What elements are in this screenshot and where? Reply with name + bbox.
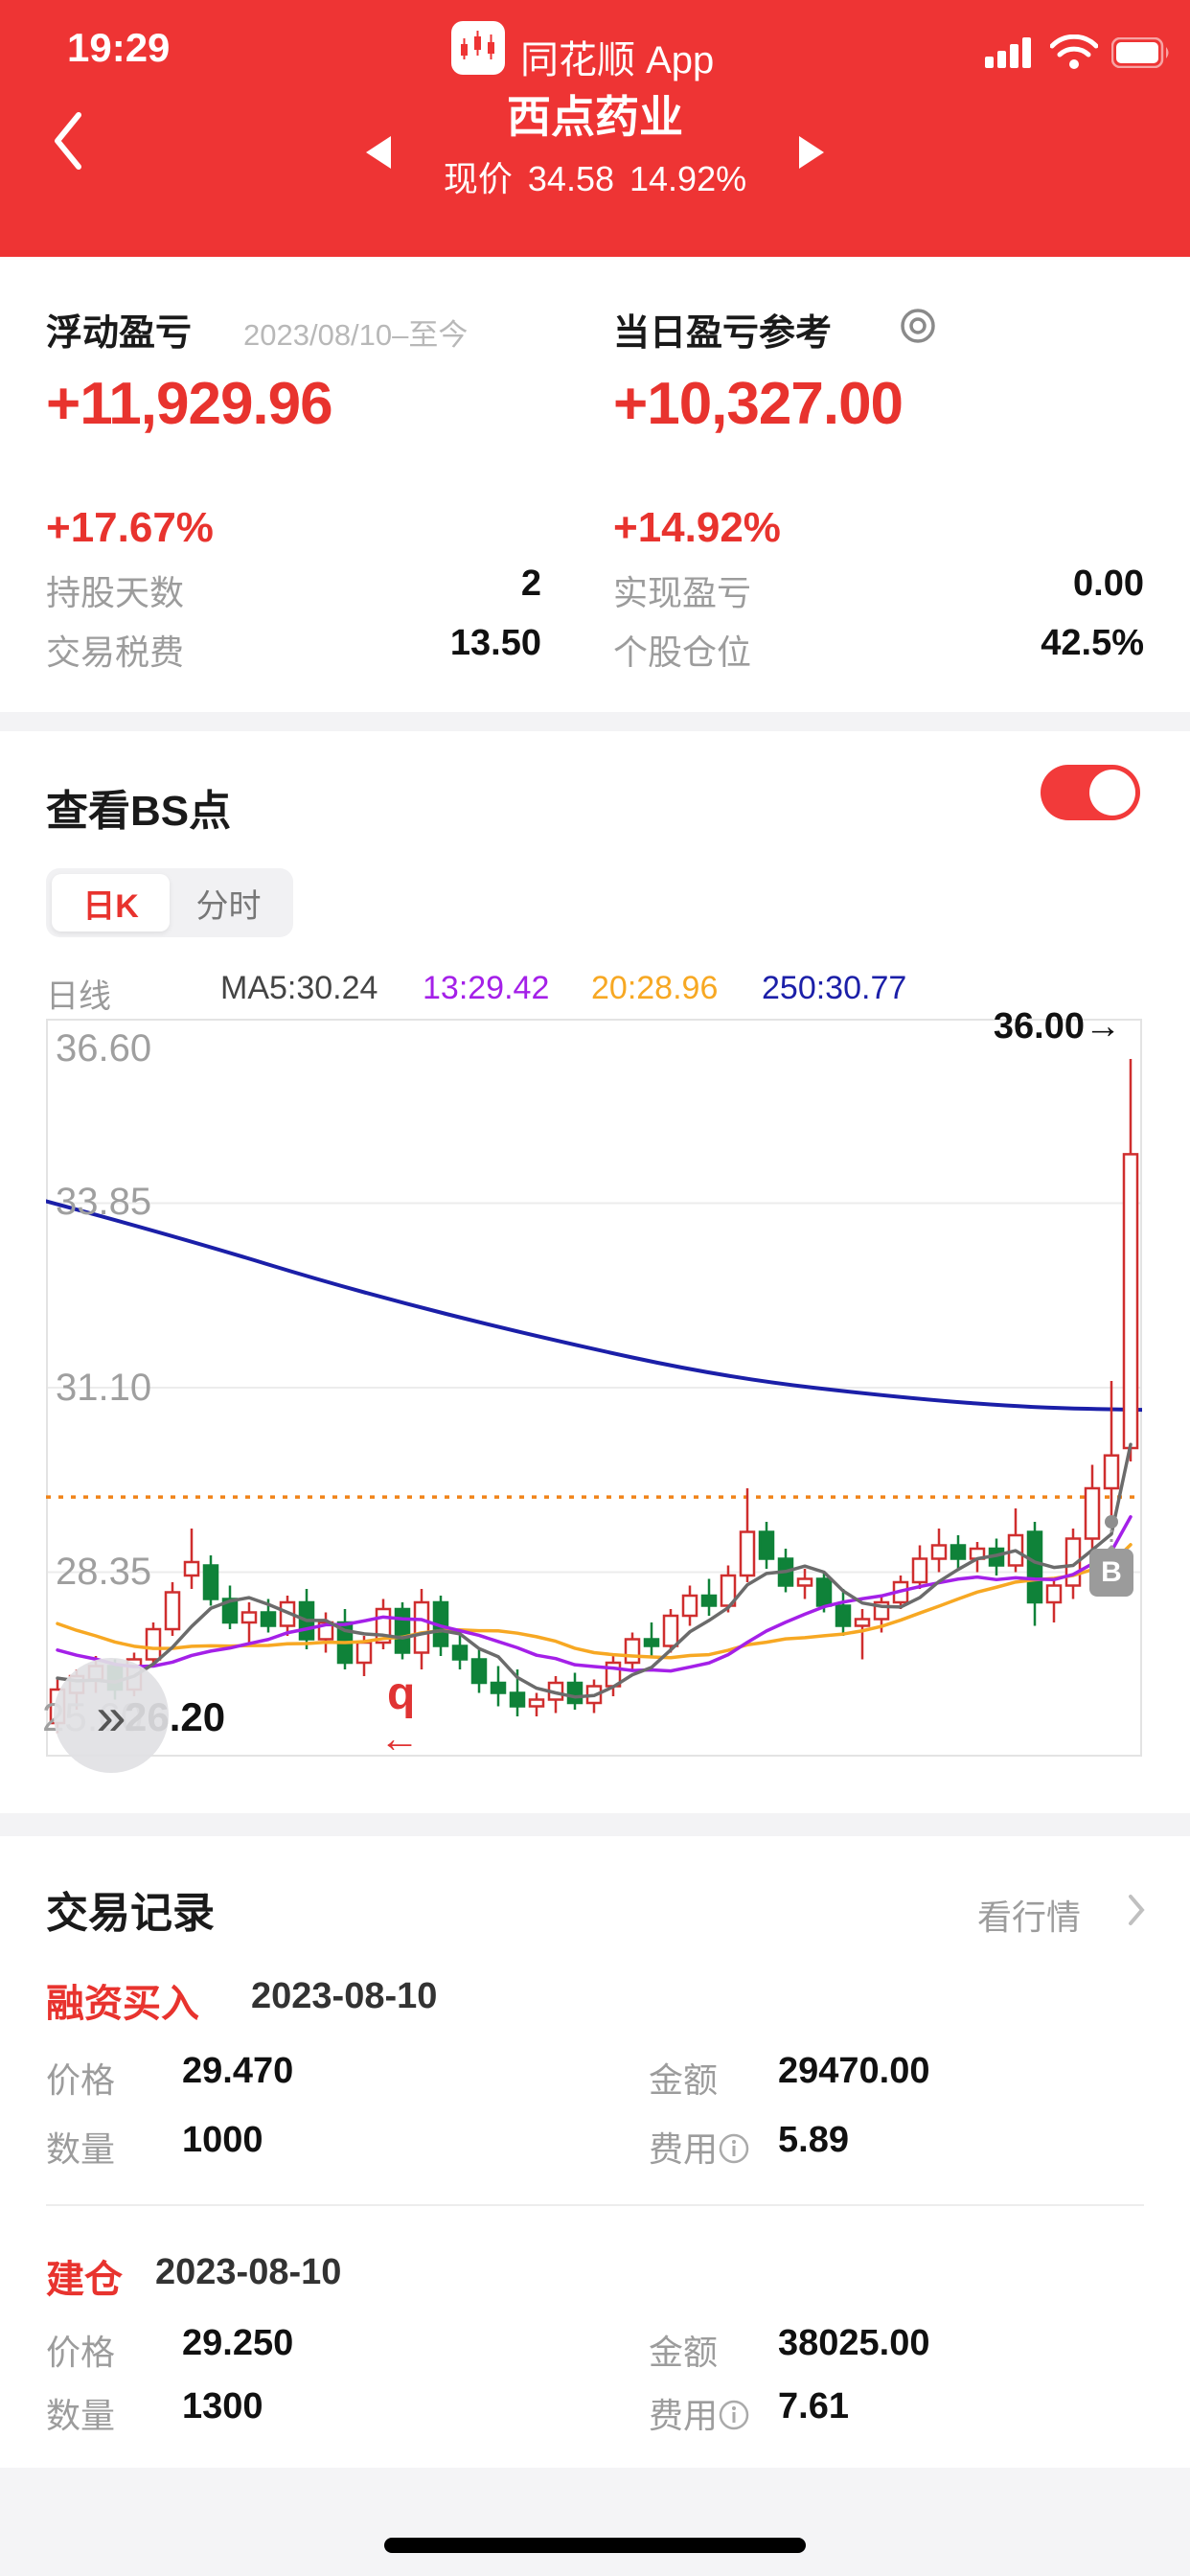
y-tick-33-85: 33.85 — [56, 1181, 152, 1223]
y-tick-36-60: 36.60 — [56, 1027, 152, 1070]
home-indicator[interactable] — [384, 2538, 806, 2553]
record-type: 建仓 — [46, 2259, 123, 2301]
price-label: 价格 — [46, 2333, 116, 2372]
status-icons — [985, 34, 1171, 71]
info-icon[interactable] — [718, 2132, 750, 2165]
float-pl-period: 2023/08/10–至今 — [243, 318, 469, 352]
price-value: 29.470 — [182, 2051, 294, 2091]
float-pl-pct: +17.67% — [46, 504, 214, 551]
tax-value: 13.50 — [449, 623, 541, 663]
prev-stock-button[interactable] — [366, 136, 391, 169]
battery-icon — [1111, 37, 1169, 68]
tab-daily-k[interactable]: 日K — [52, 874, 170, 932]
record-divider — [46, 2204, 1144, 2206]
y-tick-31-10: 31.10 — [56, 1367, 152, 1409]
page-title: 西点药业 — [507, 92, 683, 142]
record-date: 2023-08-10 — [251, 1976, 438, 2016]
toggle-knob — [1089, 770, 1135, 816]
candlestick-logo-icon — [461, 31, 494, 59]
candlestick-chart[interactable] — [44, 1019, 1144, 1757]
legend-period: 日线 — [46, 978, 111, 1015]
legend-ma250: 250:30.77 — [762, 970, 907, 1006]
section-divider — [0, 1813, 1190, 1836]
hold-days-value: 2 — [520, 564, 541, 604]
qty-value: 1300 — [182, 2386, 263, 2426]
record-type: 融资买入 — [46, 1983, 199, 2025]
amount-value: 29470.00 — [778, 2051, 930, 2091]
record-date: 2023-08-10 — [155, 2252, 342, 2292]
back-button[interactable] — [48, 109, 90, 172]
amount-label: 金额 — [649, 2060, 719, 2100]
double-chevron-icon: » — [96, 1685, 126, 1746]
current-price-label: 现价 — [443, 159, 513, 198]
tax-label: 交易税费 — [46, 632, 185, 672]
fee-label: 费用 — [649, 2388, 750, 2438]
qty-label: 数量 — [46, 2396, 116, 2435]
status-time: 19:29 — [67, 25, 171, 70]
section-divider — [0, 712, 1190, 731]
fee-value: 5.89 — [778, 2120, 849, 2160]
fee-label: 费用 — [649, 2122, 750, 2172]
limit-price-annotation: 36.00→ — [993, 1006, 1121, 1046]
day-pl-info-icon[interactable] — [899, 307, 937, 345]
price-value: 29.250 — [182, 2323, 294, 2363]
tab-minute[interactable]: 分时 — [195, 887, 262, 925]
day-pl-value: +10,327.00 — [613, 371, 904, 437]
expand-chart-button[interactable]: » — [54, 1658, 169, 1773]
kchart-canvas — [44, 1019, 1144, 1757]
price-subtitle: 现价 34.58 14.92% — [0, 151, 1190, 201]
ex-rights-arrow-icon: ← — [379, 1715, 420, 1760]
footer-area — [0, 2468, 1190, 2576]
view-market-link[interactable]: 看行情 — [977, 1898, 1082, 1937]
float-pl-value: +11,929.96 — [46, 371, 333, 437]
bs-toggle[interactable] — [1041, 765, 1140, 820]
legend-ma13: 13:29.42 — [423, 970, 550, 1006]
legend-ma5: MA5:30.24 — [220, 970, 378, 1006]
float-pl-label: 浮动盈亏 — [46, 313, 193, 354]
day-pl-label: 当日盈亏参考 — [613, 313, 833, 354]
day-pl-pct: +14.92% — [613, 504, 781, 551]
bs-section-title: 查看BS点 — [46, 788, 232, 835]
next-stock-button[interactable] — [799, 136, 824, 169]
ex-rights-marker: q — [387, 1668, 416, 1719]
cellular-signal-icon — [985, 37, 1031, 68]
buy-point-badge: B — [1089, 1545, 1133, 1597]
trades-section-title: 交易记录 — [46, 1890, 215, 1937]
hold-days-label: 持股天数 — [46, 573, 185, 612]
qty-value: 1000 — [182, 2120, 263, 2160]
app-name: 同花顺 App — [520, 39, 715, 81]
chart-tab-group: 日K 分时 — [46, 868, 293, 937]
app-icon[interactable] — [451, 21, 505, 75]
realized-pl-value: 0.00 — [1073, 564, 1144, 604]
position-value: 42.5% — [1041, 623, 1144, 663]
info-icon[interactable] — [718, 2399, 750, 2431]
wifi-icon — [1050, 34, 1098, 69]
qty-label: 数量 — [46, 2129, 116, 2169]
current-price: 34.58 — [527, 159, 614, 198]
amount-label: 金额 — [649, 2333, 719, 2372]
fee-value: 7.61 — [778, 2386, 849, 2426]
chevron-right-icon — [1129, 1895, 1145, 1925]
header: 19:29 同花顺 App — [0, 0, 1190, 257]
y-tick-28-35: 28.35 — [56, 1551, 152, 1593]
position-label: 个股仓位 — [613, 632, 752, 672]
amount-value: 38025.00 — [778, 2323, 930, 2363]
price-label: 价格 — [46, 2060, 116, 2100]
current-change-pct: 14.92% — [629, 159, 747, 198]
realized-pl-label: 实现盈亏 — [613, 573, 752, 612]
legend-ma20: 20:28.96 — [591, 970, 719, 1006]
